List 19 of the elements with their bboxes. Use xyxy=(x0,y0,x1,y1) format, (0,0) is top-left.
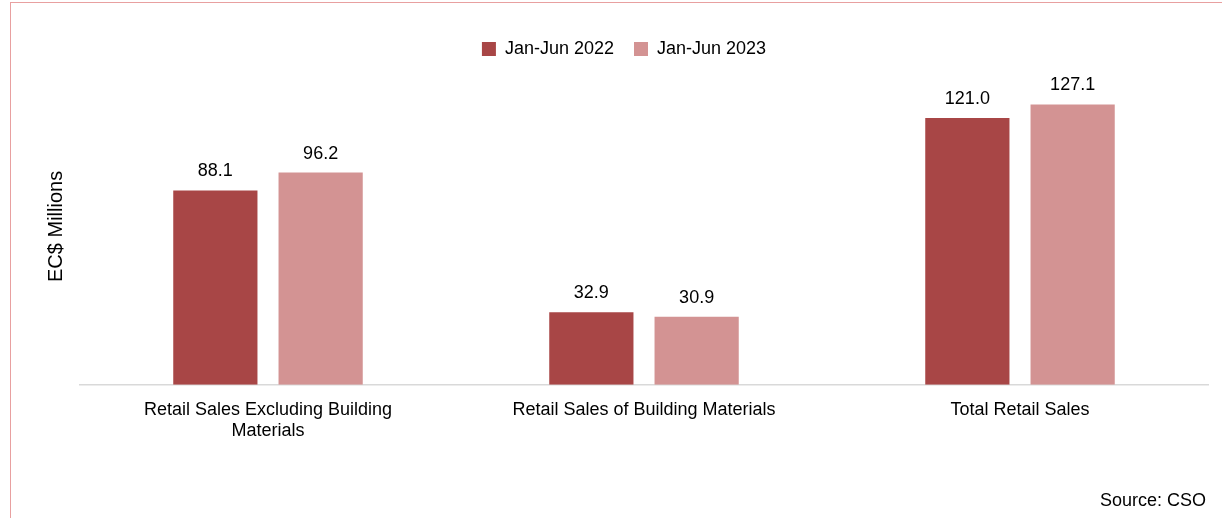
x-tick-label: Total Retail Sales xyxy=(950,398,1090,419)
data-label: 121.0 xyxy=(944,87,990,108)
bar xyxy=(654,316,739,385)
bar xyxy=(549,312,634,385)
bar xyxy=(173,190,258,385)
data-label: 32.9 xyxy=(573,282,609,303)
data-label: 30.9 xyxy=(679,286,715,307)
legend-label: Jan-Jun 2023 xyxy=(657,37,767,58)
bar xyxy=(925,117,1010,385)
bar xyxy=(278,172,363,385)
data-label: 88.1 xyxy=(197,160,233,181)
legend-label: Jan-Jun 2022 xyxy=(504,37,615,58)
source-note: Source: CSO xyxy=(1099,489,1206,510)
x-tick-label: Retail Sales of Building Materials xyxy=(512,398,776,419)
data-label: 96.2 xyxy=(303,142,339,163)
bar xyxy=(1030,104,1115,385)
x-tick-label: Retail Sales Excluding Building Materials xyxy=(143,398,393,441)
y-axis-title: EC$ Millions xyxy=(43,170,66,282)
data-label: 127.1 xyxy=(1050,74,1096,95)
